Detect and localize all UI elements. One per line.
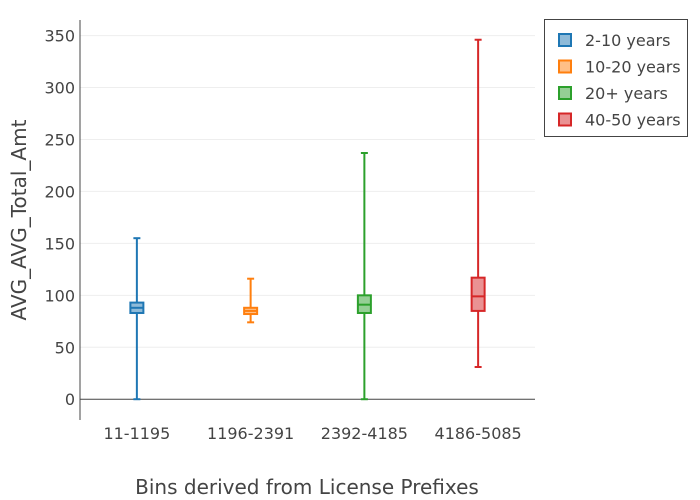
legend-label: 2-10 years — [585, 31, 670, 50]
legend-swatch — [558, 33, 572, 47]
box-40-50-years[interactable] — [470, 38, 486, 369]
legend-label: 40-50 years — [585, 111, 681, 130]
legend-item[interactable]: 2-10 years — [558, 31, 670, 50]
x-axis-title: Bins derived from License Prefixes — [135, 475, 479, 499]
legend-swatch — [558, 86, 572, 100]
x-tick-label: 1196-2391 — [207, 424, 294, 443]
y-tick-label: 250 — [44, 130, 75, 149]
legend-swatch — [558, 112, 572, 127]
legend[interactable]: 2-10 years 10-20 years 20+ years 40-50 year… — [544, 19, 688, 137]
y-tick-label: 0 — [65, 390, 75, 409]
y-tick-label: 100 — [44, 286, 75, 305]
x-tick-label: 11-1195 — [103, 424, 170, 443]
legend-item[interactable]: 20+ years — [558, 84, 668, 103]
legend-label: 10-20 years — [585, 58, 681, 77]
box-series — [129, 38, 486, 401]
legend-item[interactable]: 10-20 years — [558, 58, 681, 77]
y-tick-label: 200 — [44, 182, 75, 201]
y-tick-label: 350 — [44, 27, 75, 46]
x-tick-label: 2392-4185 — [321, 424, 408, 443]
y-tick-label: 300 — [44, 79, 75, 98]
grid-lines — [80, 35, 535, 348]
box-20-years[interactable] — [356, 151, 372, 401]
y-axis-title: AVG_AVG_Total_Amt — [7, 119, 31, 320]
legend-label: 20+ years — [585, 84, 668, 103]
iqr-box — [470, 276, 486, 312]
box-10-20-years[interactable] — [243, 277, 259, 324]
y-tick-label: 150 — [44, 234, 75, 253]
axes — [79, 20, 535, 420]
legend-item[interactable]: 40-50 years — [558, 111, 681, 130]
x-tick-labels: 11-1195 1196-2391 2392-4185 4186-5085 — [103, 424, 521, 443]
legend-swatch — [558, 59, 572, 74]
box-2-10-years[interactable] — [129, 237, 145, 401]
x-tick-label: 4186-5085 — [435, 424, 522, 443]
y-tick-labels: 0 50 100 150 200 250 300 350 — [44, 27, 75, 410]
y-tick-label: 50 — [55, 338, 75, 357]
